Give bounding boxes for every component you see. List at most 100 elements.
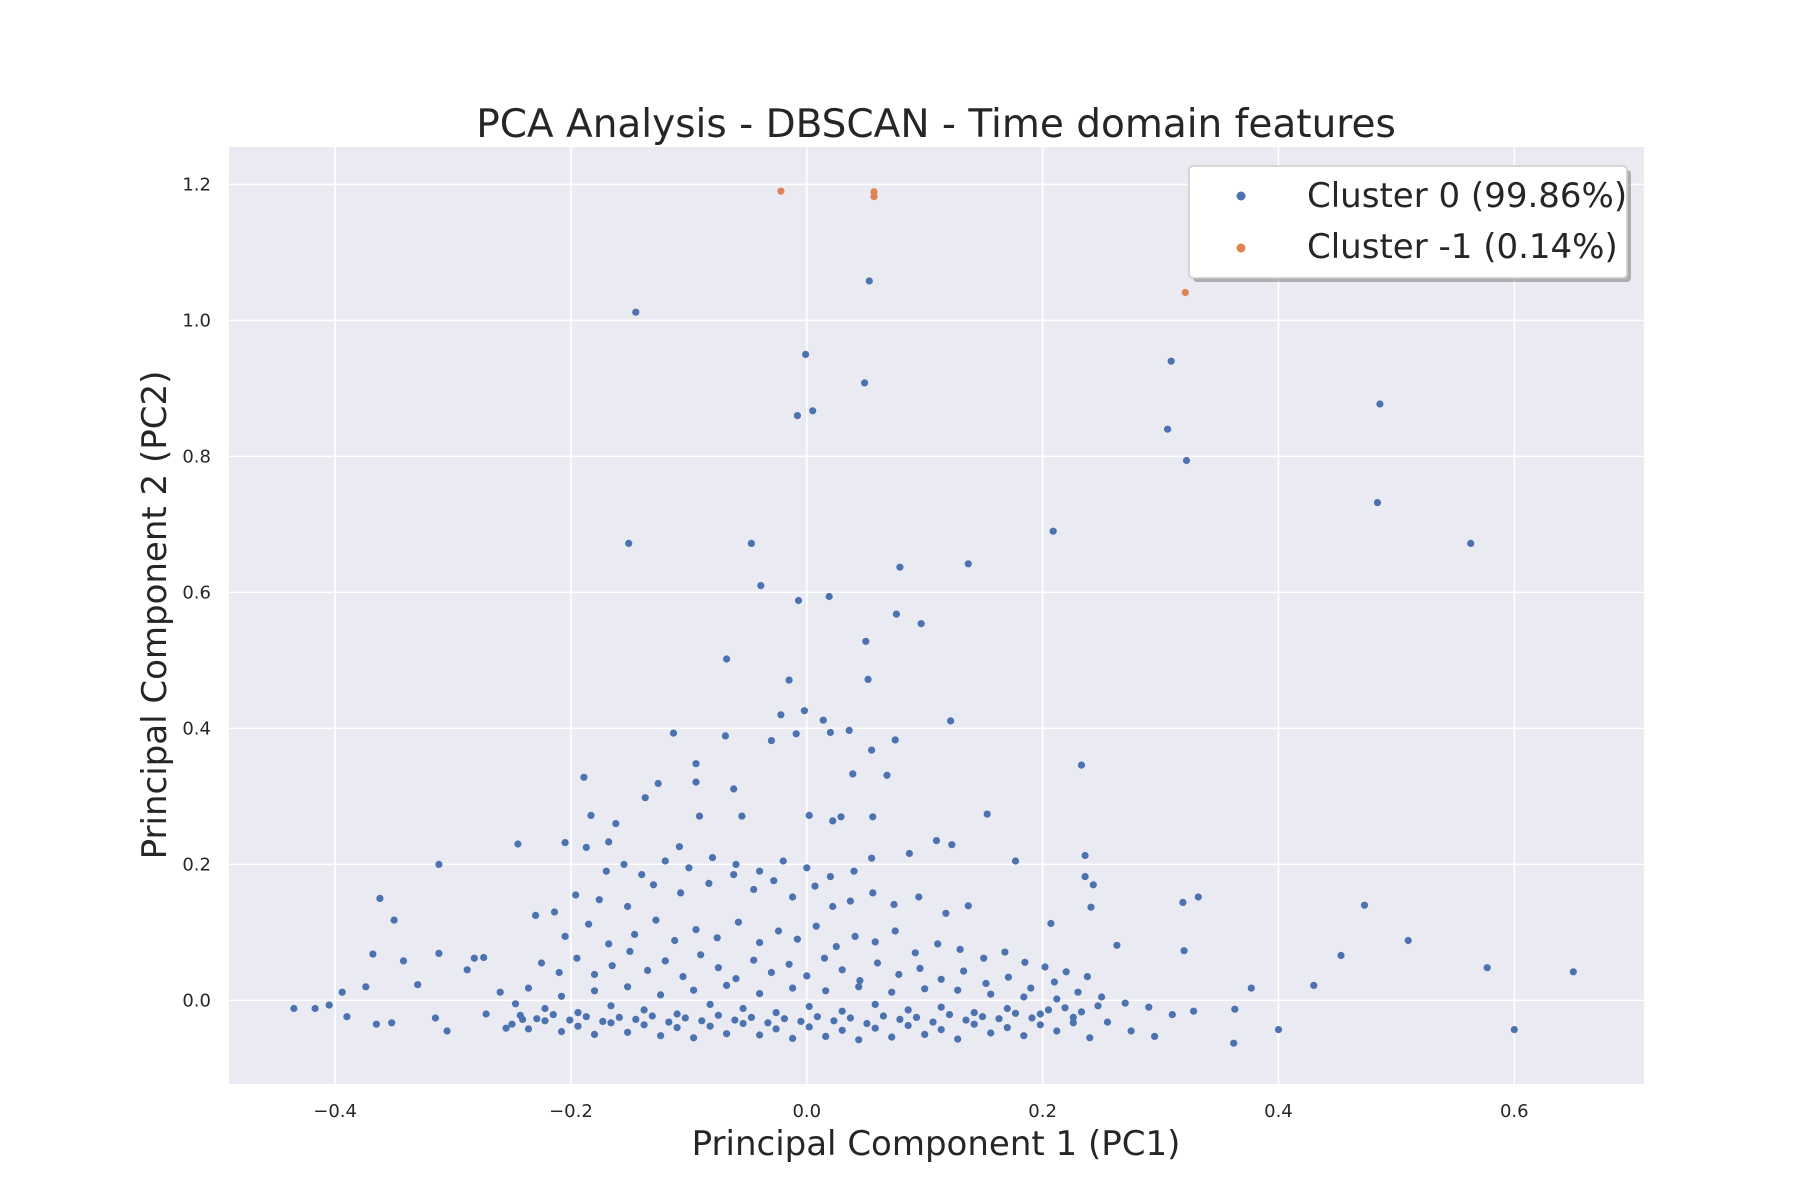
data-point-cluster-0: [677, 889, 685, 897]
data-point-cluster-0: [1404, 936, 1412, 945]
data-point-cluster-0: [1510, 1026, 1518, 1034]
data-point-cluster-0: [511, 1000, 520, 1008]
data-point-cluster-0: [805, 811, 813, 820]
data-point-cluster-0: [954, 1035, 962, 1043]
data-point-cluster-0: [435, 860, 443, 869]
data-point-cluster-0: [1027, 984, 1035, 992]
data-point-cluster-0: [811, 882, 819, 890]
data-point-cluster-0: [826, 728, 835, 737]
data-point-cluster-0: [1069, 1019, 1077, 1027]
data-point-cluster-0: [625, 539, 633, 548]
data-point-cluster-0: [896, 1015, 904, 1024]
data-point-cluster-0: [1483, 964, 1491, 972]
data-point-cluster-0: [800, 707, 809, 715]
data-point-cluster-0: [714, 1011, 723, 1019]
data-point-cluster-0: [638, 871, 646, 879]
data-point-cluster-0: [679, 973, 687, 981]
data-point-cluster-0: [338, 988, 346, 996]
data-point-cluster-0: [1004, 973, 1013, 981]
data-point-cluster-0: [1062, 968, 1070, 976]
data-point-cluster-0: [1069, 1013, 1077, 1022]
data-point-cluster-0: [620, 860, 628, 869]
data-point-cluster-minus-1: [1181, 288, 1189, 297]
data-point-cluster-0: [1194, 893, 1202, 901]
data-point-cluster-0: [582, 1013, 590, 1021]
plot-area: [229, 147, 1644, 1084]
data-point-cluster-0: [809, 407, 817, 415]
data-point-cluster-0: [681, 1014, 689, 1022]
data-point-cluster-0: [1053, 1027, 1061, 1035]
data-point-cluster-0: [721, 732, 730, 740]
data-point-cluster-0: [1098, 993, 1106, 1001]
data-point-cluster-0: [945, 1011, 954, 1019]
data-point-cluster-minus-1: [777, 187, 785, 195]
data-point-cluster-0: [896, 563, 904, 571]
data-point-cluster-0: [496, 988, 504, 996]
data-point-cluster-0: [948, 841, 956, 849]
data-point-cluster-0: [879, 1012, 888, 1020]
data-point-cluster-0: [607, 1019, 615, 1027]
data-points: [290, 187, 1577, 1047]
data-point-cluster-0: [1074, 988, 1082, 996]
data-point-cluster-0: [1182, 456, 1191, 465]
data-point-cluster-0: [826, 873, 835, 881]
data-point-cluster-0: [1274, 1026, 1283, 1034]
data-point-cluster-0: [533, 1015, 541, 1023]
data-point-cluster-0: [868, 746, 876, 754]
data-point-cluster-0: [482, 1010, 490, 1018]
data-point-cluster-0: [805, 1002, 813, 1011]
data-point-cluster-0: [673, 1024, 681, 1032]
data-point-cluster-0: [822, 1032, 830, 1040]
data-point-cluster-0: [1021, 958, 1029, 966]
data-point-cluster-0: [624, 902, 632, 911]
legend: Cluster 0 (99.86%) Cluster -1 (0.14%): [1188, 165, 1631, 282]
data-point-cluster-0: [912, 1013, 921, 1022]
data-point-cluster-0: [932, 837, 941, 845]
x-tick-label: 0.2: [1028, 1101, 1057, 1122]
data-point-cluster-0: [532, 911, 540, 920]
data-point-cluster-0: [1168, 1011, 1176, 1019]
data-point-cluster-0: [871, 1000, 879, 1009]
data-point-cluster-0: [1020, 993, 1028, 1001]
data-point-cluster-0: [574, 1009, 582, 1017]
data-point-cluster-0: [550, 908, 559, 916]
data-point-cluster-0: [502, 1024, 510, 1032]
data-point-cluster-0: [1569, 968, 1577, 976]
data-point-cluster-0: [739, 1019, 747, 1028]
data-point-cluster-0: [572, 891, 580, 899]
series-cluster-0: [290, 277, 1577, 1047]
y-tick-label: 0.8: [182, 446, 211, 467]
data-point-cluster-0: [865, 277, 873, 285]
data-point-cluster-0: [706, 1022, 714, 1030]
legend-label-cluster-minus-1: Cluster -1 (0.14%): [1307, 227, 1618, 267]
data-point-cluster-0: [599, 1017, 607, 1025]
legend-marker-cluster-0: [1236, 191, 1246, 201]
data-point-cluster-0: [480, 953, 488, 962]
data-point-cluster-0: [675, 843, 684, 851]
data-point-cluster-0: [362, 983, 370, 991]
data-point-cluster-0: [640, 1006, 648, 1014]
data-point-cluster-0: [369, 950, 377, 958]
data-point-cluster-0: [690, 986, 698, 994]
data-point-cluster-0: [732, 975, 740, 983]
data-point-cluster-0: [607, 1002, 615, 1010]
data-point-cluster-0: [883, 771, 891, 779]
data-point-cluster-0: [793, 935, 802, 943]
data-point-cluster-0: [890, 900, 898, 909]
x-tick-label: −0.2: [549, 1101, 593, 1122]
data-point-cluster-0: [574, 1022, 582, 1030]
data-point-cluster-0: [1003, 1024, 1011, 1032]
data-point-cluster-0: [813, 1013, 822, 1021]
data-point-cluster-0: [723, 1030, 731, 1038]
data-point-cluster-0: [871, 938, 879, 946]
data-point-cluster-0: [692, 778, 700, 786]
data-point-cluster-0: [980, 954, 988, 962]
data-point-cluster-0: [747, 539, 756, 548]
grid-lines: [229, 147, 1644, 1084]
data-point-cluster-0: [956, 945, 964, 954]
data-point-cluster-0: [921, 985, 929, 993]
data-point-cluster-0: [1053, 995, 1061, 1003]
data-point-cluster-0: [605, 838, 613, 846]
data-point-cluster-0: [789, 893, 797, 901]
